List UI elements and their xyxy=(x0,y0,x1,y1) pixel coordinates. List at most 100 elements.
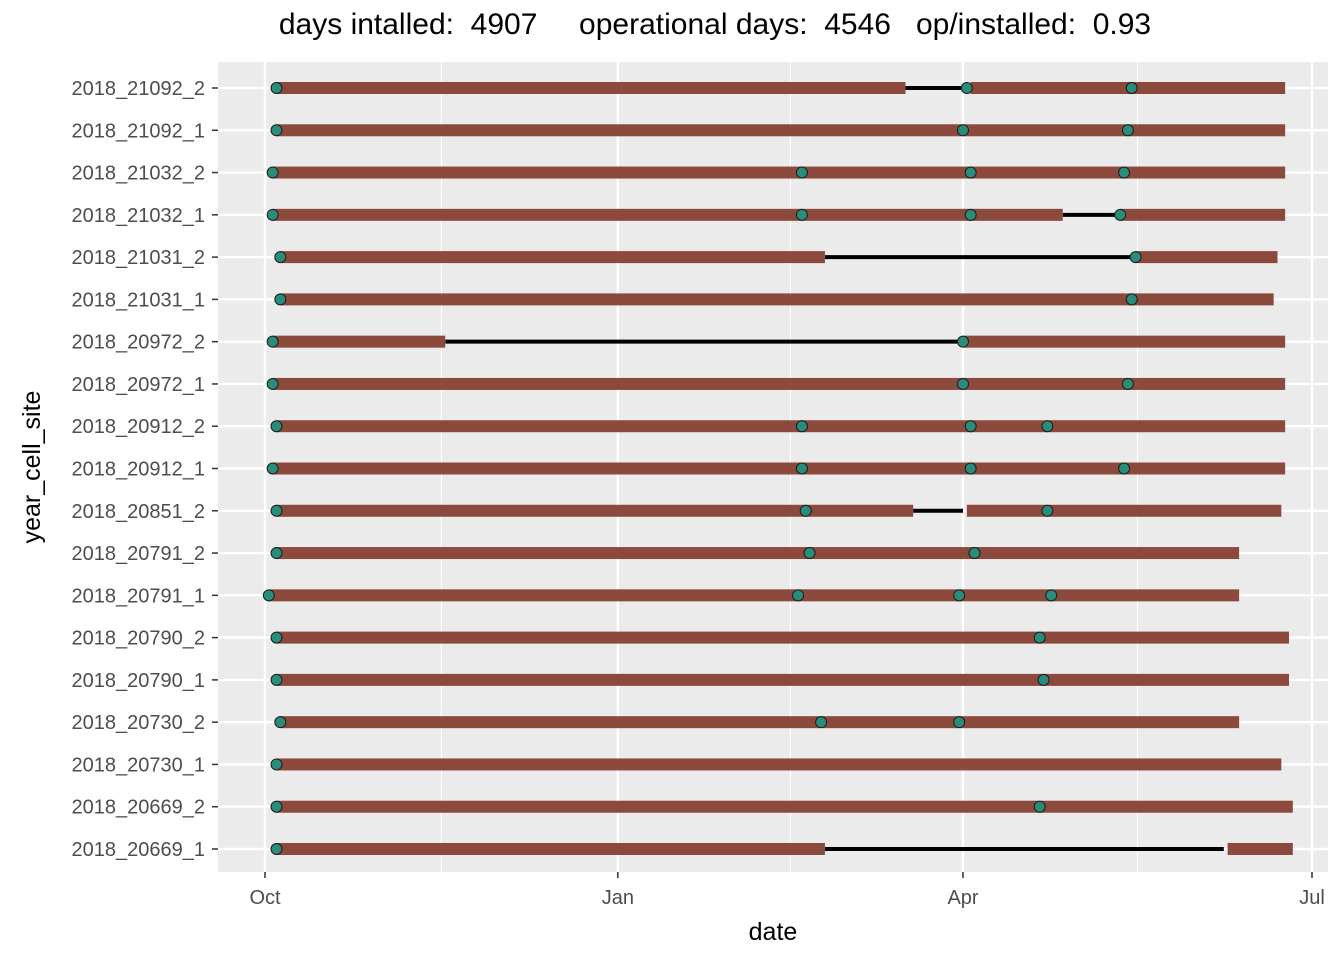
event-marker xyxy=(792,589,805,602)
event-marker xyxy=(1121,124,1134,137)
x-axis-title: date xyxy=(749,918,798,946)
event-marker xyxy=(270,547,283,560)
operational-bar xyxy=(272,462,1286,475)
operational-bar xyxy=(268,589,1240,602)
event-marker xyxy=(957,377,969,390)
operational-bar xyxy=(1227,843,1293,855)
event-marker xyxy=(266,377,279,390)
y-tick-label: 2018_20851_2 xyxy=(72,501,205,523)
operational-bar xyxy=(280,251,825,264)
bar-layer xyxy=(268,82,1293,855)
y-tick-label: 2018_20790_1 xyxy=(72,670,205,692)
operational-bar xyxy=(272,335,446,348)
operational-bar xyxy=(280,716,1240,729)
operational-bar xyxy=(966,504,1282,517)
operational-bar xyxy=(272,208,1063,221)
event-marker xyxy=(274,293,287,306)
event-marker xyxy=(953,589,966,602)
event-marker xyxy=(270,758,283,771)
y-tick-label: 2018_21031_2 xyxy=(72,247,205,269)
y-tick-label: 2018_21032_2 xyxy=(72,163,205,185)
x-tick-label: Oct xyxy=(249,887,281,909)
event-marker xyxy=(1118,462,1131,475)
event-marker xyxy=(1114,208,1127,221)
event-marker xyxy=(795,208,808,221)
event-marker xyxy=(266,208,279,221)
x-tick-label: Jan xyxy=(602,887,634,909)
event-marker xyxy=(803,547,816,560)
marker-layer xyxy=(262,82,1142,855)
operational-bar xyxy=(272,166,1286,179)
event-marker xyxy=(799,504,812,517)
event-marker xyxy=(270,82,283,94)
y-tick-label: 2018_20912_2 xyxy=(72,416,205,438)
gap-layer xyxy=(445,86,1224,851)
operational-bar xyxy=(1120,208,1286,221)
y-tick-label: 2018_21031_1 xyxy=(72,289,205,311)
event-marker xyxy=(270,124,283,137)
y-tick-label: 2018_20790_2 xyxy=(72,628,205,650)
event-marker xyxy=(1045,589,1058,602)
y-tick-label: 2018_20669_2 xyxy=(72,797,205,819)
event-marker xyxy=(795,420,808,433)
event-marker xyxy=(968,547,981,560)
event-marker xyxy=(960,82,973,94)
x-tick-label: Jul xyxy=(1299,887,1325,909)
event-marker xyxy=(270,800,283,813)
operational-bar xyxy=(276,82,906,94)
event-marker xyxy=(953,716,966,729)
event-marker xyxy=(957,335,969,348)
event-marker xyxy=(274,716,287,729)
event-marker xyxy=(270,673,283,686)
operational-bar xyxy=(1135,251,1278,264)
event-marker xyxy=(795,462,808,475)
event-marker xyxy=(964,208,977,221)
y-axis-title: year_cell_site xyxy=(18,391,46,544)
event-marker xyxy=(266,462,279,475)
event-marker xyxy=(1033,631,1046,644)
chart-title: days intalled: 4907 operational days: 45… xyxy=(278,8,1152,41)
event-marker xyxy=(1118,166,1131,179)
event-marker xyxy=(1041,420,1054,433)
y-tick-labels: 2018_21092_2 2018_21092_1 2018_21032_2 2018… xyxy=(72,78,218,861)
operational-bar xyxy=(276,758,1282,771)
y-tick-label: 2018_21092_2 xyxy=(72,78,205,100)
y-tick-label: 2018_20791_2 xyxy=(72,543,205,565)
operational-bar xyxy=(276,843,825,855)
operational-bar xyxy=(272,377,1286,390)
event-marker xyxy=(266,335,279,348)
event-marker xyxy=(1125,82,1138,94)
operational-bar xyxy=(276,504,914,517)
event-marker xyxy=(795,166,808,179)
y-tick-label: 2018_20791_1 xyxy=(72,585,205,607)
operational-bar xyxy=(280,293,1274,306)
event-marker xyxy=(270,420,283,433)
y-tick-label: 2018_20669_1 xyxy=(72,839,205,861)
operational-bar xyxy=(276,547,1240,560)
operational-bar xyxy=(276,673,1289,686)
event-marker xyxy=(1041,504,1054,517)
event-marker xyxy=(274,251,287,264)
y-tick-label: 2018_21032_1 xyxy=(72,205,205,227)
event-marker xyxy=(262,589,275,602)
operational-bar xyxy=(963,335,1286,348)
event-marker xyxy=(1129,251,1142,264)
event-marker xyxy=(270,504,283,517)
event-marker xyxy=(964,166,977,179)
operational-bar xyxy=(276,420,1286,433)
y-tick-label: 2018_20730_1 xyxy=(72,754,205,776)
event-marker xyxy=(1125,293,1138,306)
event-marker xyxy=(815,716,828,729)
event-marker xyxy=(270,843,283,855)
event-marker xyxy=(270,631,283,644)
y-tick-label: 2018_20730_2 xyxy=(72,712,205,734)
operational-bar xyxy=(276,124,1286,137)
event-marker xyxy=(964,420,977,433)
event-marker xyxy=(957,124,969,137)
operational-bar xyxy=(276,800,1293,813)
event-marker xyxy=(1037,673,1050,686)
y-tick-label: 2018_20972_1 xyxy=(72,374,205,396)
event-marker xyxy=(266,166,279,179)
event-marker xyxy=(1121,377,1134,390)
